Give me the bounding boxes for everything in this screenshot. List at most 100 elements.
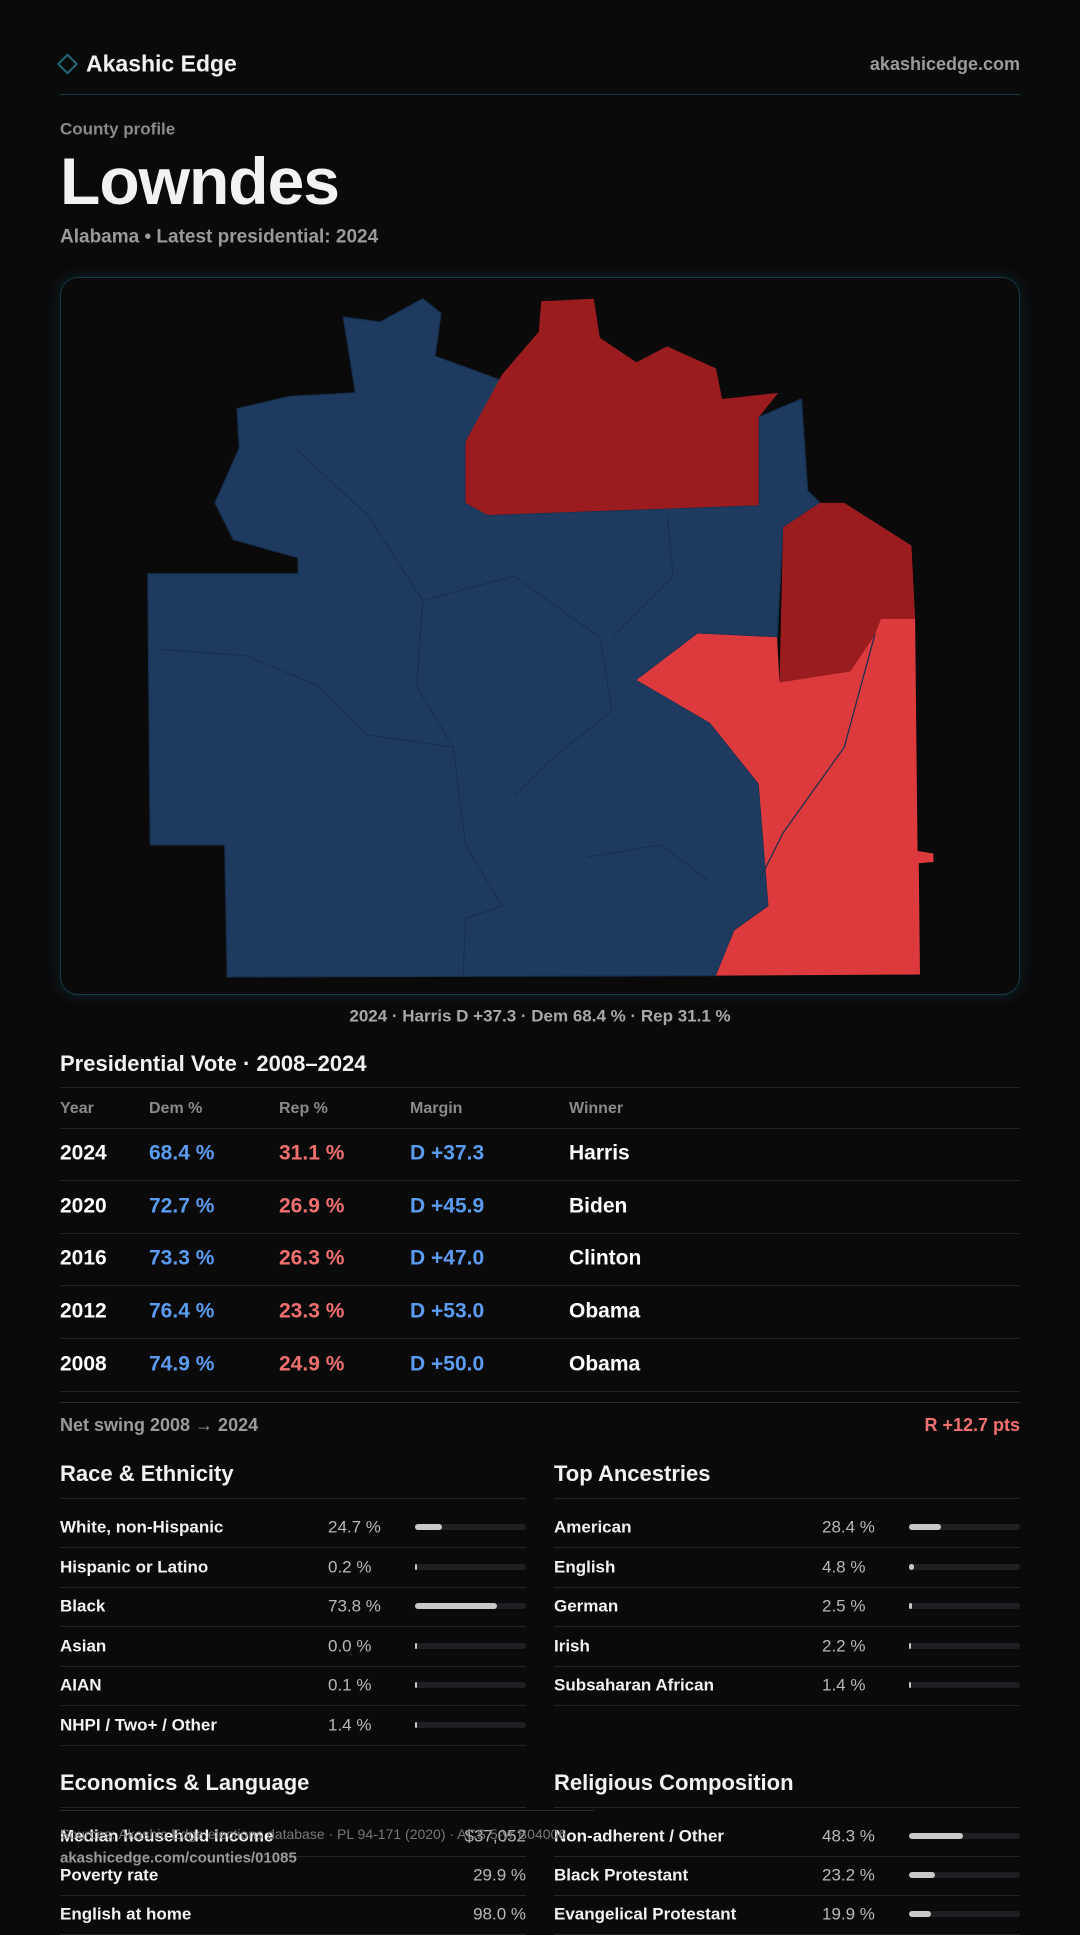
stat-label: NHPI / Two+ / Other — [60, 1715, 217, 1734]
divider — [60, 1128, 1020, 1129]
table-cell: D +53.0 — [410, 1299, 485, 1323]
column-header: Margin — [410, 1100, 463, 1117]
bar-track — [415, 1642, 526, 1649]
stat-label: German — [554, 1596, 619, 1616]
stat-value: $37,052 — [464, 1826, 526, 1846]
table-cell: 2016 — [60, 1246, 107, 1270]
divider — [60, 1232, 1020, 1234]
bar — [415, 1603, 497, 1609]
bar — [415, 1524, 443, 1530]
column-header: Year — [60, 1100, 94, 1117]
stat-label: Asian — [60, 1636, 107, 1655]
table-cell: 68.4 % — [149, 1141, 215, 1165]
site-link: akashicedge.com — [869, 54, 1020, 74]
column-header: Dem % — [149, 1100, 203, 1117]
bar — [909, 1642, 912, 1649]
stat-value: 73.8 % — [328, 1596, 381, 1616]
bar — [909, 1563, 915, 1570]
bar — [909, 1911, 932, 1917]
table-cell: 72.7 % — [149, 1194, 215, 1218]
divider — [60, 1547, 526, 1548]
bar-track — [909, 1603, 1020, 1609]
divider — [554, 1895, 1020, 1896]
stat-label: American — [554, 1517, 632, 1537]
kicker: County profile — [60, 119, 176, 139]
table-cell: 26.9 % — [279, 1194, 345, 1218]
map-caption: 2024 · Harris D +37.3 · Dem 68.4 % · Rep… — [349, 1006, 731, 1026]
stat-label: Black — [60, 1596, 106, 1616]
divider — [60, 1895, 526, 1896]
stat-value: 2.2 % — [822, 1636, 866, 1655]
section-title: Religious Composition — [554, 1770, 794, 1795]
divider — [60, 1744, 526, 1746]
county-map — [147, 298, 934, 978]
table-cell: Biden — [569, 1194, 628, 1218]
bar — [909, 1603, 912, 1609]
county-title: Lowndes — [60, 144, 340, 218]
table-cell: 74.9 % — [149, 1352, 215, 1376]
divider — [554, 1665, 1020, 1667]
stat-value: 0.1 % — [328, 1675, 372, 1695]
divider — [60, 1180, 1020, 1181]
stat-value: 4.8 % — [822, 1557, 866, 1576]
table-cell: 2024 — [60, 1141, 107, 1165]
divider — [60, 1626, 526, 1627]
table-cell: 31.1 % — [279, 1141, 345, 1165]
divider — [60, 94, 1020, 95]
stat-label: Poverty rate — [60, 1865, 159, 1885]
stat-value: 98.0 % — [473, 1904, 526, 1924]
stat-value: 29.9 % — [473, 1865, 526, 1885]
stat-label: English — [554, 1557, 616, 1576]
table-cell: Clinton — [569, 1246, 642, 1270]
table-cell: Harris — [569, 1141, 630, 1165]
divider — [554, 1807, 1020, 1808]
stat-label: Hispanic or Latino — [60, 1557, 209, 1576]
bar — [415, 1563, 417, 1570]
stat-value: 24.7 % — [328, 1517, 381, 1537]
bar-track — [415, 1563, 526, 1570]
divider — [60, 1390, 1020, 1392]
precinct-rep — [465, 298, 779, 516]
stat-value: 1.4 % — [822, 1675, 866, 1695]
brand-icon — [56, 53, 79, 75]
stat-label: Evangelical Protestant — [554, 1904, 737, 1924]
table-cell: 76.4 % — [149, 1299, 215, 1323]
table-cell: D +50.0 — [410, 1352, 485, 1376]
divider — [60, 1810, 594, 1811]
bar-track — [909, 1524, 1020, 1530]
table-cell: D +47.0 — [410, 1246, 485, 1270]
footer-url: akashicedge.com/counties/01085 — [60, 1849, 297, 1867]
bar-track — [909, 1682, 1020, 1688]
stat-value: 0.0 % — [328, 1636, 372, 1655]
map-frame — [60, 277, 1020, 995]
stat-value: 2.5 % — [822, 1596, 866, 1616]
table-cell: 2012 — [60, 1299, 107, 1323]
bar — [415, 1682, 417, 1688]
bar-track — [415, 1721, 526, 1728]
stat-label: Subsaharan African — [554, 1675, 714, 1695]
table-cell: 26.3 % — [279, 1246, 345, 1270]
table-cell: 73.3 % — [149, 1246, 215, 1270]
section-title: Race & Ethnicity — [60, 1461, 234, 1486]
bar-track — [909, 1642, 1020, 1649]
table-cell: 23.3 % — [279, 1299, 345, 1323]
divider — [554, 1626, 1020, 1627]
divider — [60, 1665, 526, 1667]
bar-track — [415, 1682, 526, 1688]
table-cell: Obama — [569, 1352, 641, 1376]
stat-value: 28.4 % — [822, 1517, 875, 1537]
divider — [554, 1498, 1020, 1499]
bar-track — [909, 1833, 1020, 1839]
divider — [554, 1547, 1020, 1548]
divider — [554, 1586, 1020, 1588]
bar — [909, 1833, 963, 1839]
stat-value: 48.3 % — [822, 1826, 875, 1846]
divider — [60, 1338, 1020, 1340]
subtitle: Alabama • Latest presidential: 2024 — [60, 226, 379, 248]
divider — [554, 1705, 1020, 1706]
stat-value: 19.9 % — [822, 1904, 875, 1924]
stat-label: Irish — [554, 1636, 590, 1655]
bar-track — [909, 1563, 1020, 1570]
divider — [554, 1856, 1020, 1857]
section-title: Top Ancestries — [554, 1461, 711, 1486]
